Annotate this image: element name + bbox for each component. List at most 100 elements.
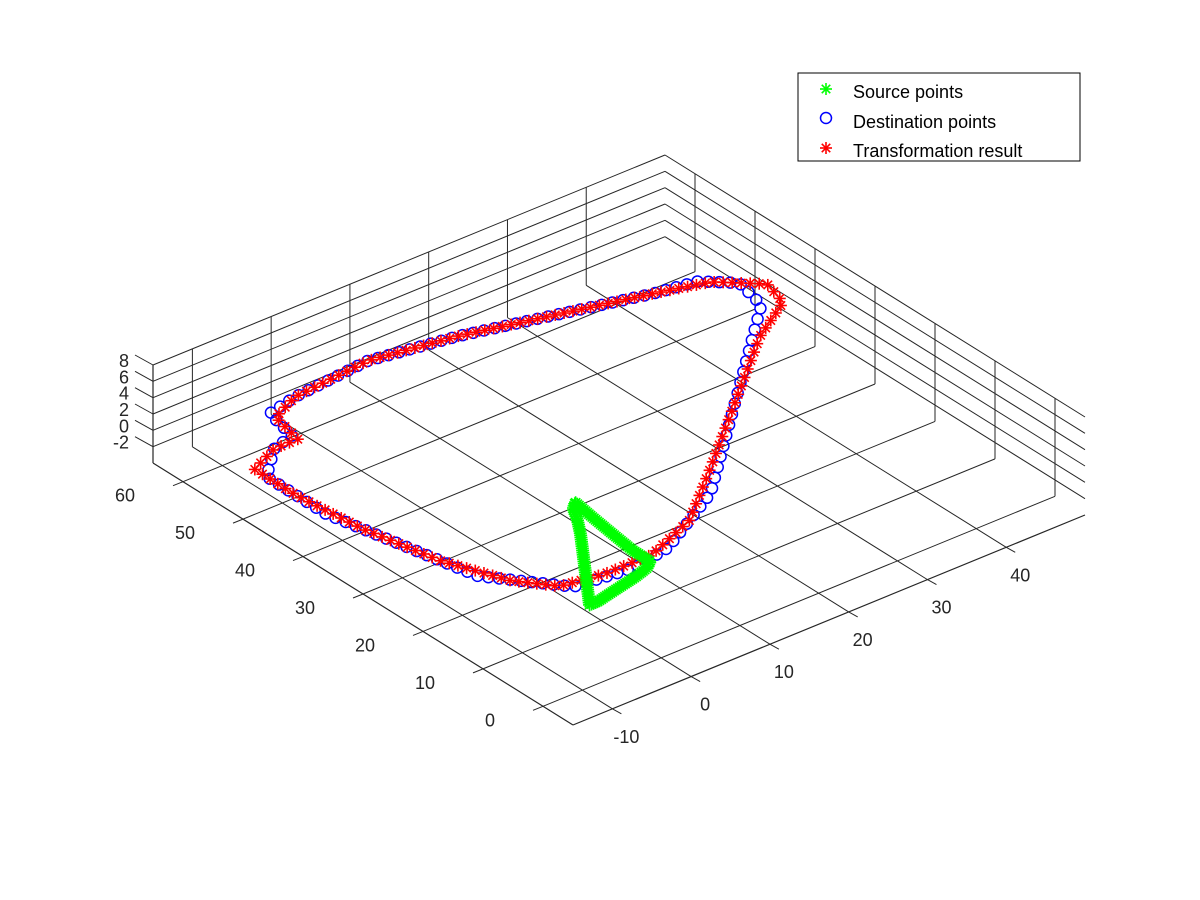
data-point xyxy=(268,442,281,455)
star-stroke xyxy=(559,308,569,318)
data-series xyxy=(248,275,787,612)
data-point xyxy=(365,353,378,366)
star-stroke xyxy=(620,294,631,305)
data-point xyxy=(694,500,707,513)
data-point xyxy=(324,373,337,386)
y-tick-mark xyxy=(472,668,484,674)
series-0 xyxy=(567,496,657,612)
floor-gridline-y xyxy=(362,383,876,595)
x-tick-mark xyxy=(612,708,622,715)
data-point xyxy=(283,436,296,449)
data-point xyxy=(285,394,298,407)
star-stroke xyxy=(280,483,291,494)
star-stroke xyxy=(334,370,344,381)
data-point xyxy=(256,468,269,481)
star-stroke xyxy=(461,563,472,573)
data-point xyxy=(539,578,552,591)
z-tick-mark xyxy=(134,403,154,415)
data-point xyxy=(460,562,473,575)
star-stroke xyxy=(505,575,515,586)
star-stroke xyxy=(506,319,517,330)
star-stroke xyxy=(603,298,613,309)
star-stroke xyxy=(656,287,666,297)
data-point xyxy=(469,326,482,339)
data-point xyxy=(382,349,395,362)
star-stroke xyxy=(470,565,481,576)
data-point xyxy=(708,471,722,484)
data-point xyxy=(681,280,694,293)
data-point xyxy=(575,303,588,316)
star-stroke xyxy=(771,308,781,318)
star-stroke xyxy=(304,496,314,507)
star-stroke xyxy=(821,143,831,153)
data-point xyxy=(391,346,404,359)
data-point xyxy=(443,332,456,345)
data-point xyxy=(646,287,659,300)
legend: Source points Destination points Transfo… xyxy=(797,72,1081,162)
data-point xyxy=(600,566,613,579)
data-point xyxy=(748,346,761,359)
data-point xyxy=(443,557,456,570)
star-stroke xyxy=(427,552,438,563)
star-stroke xyxy=(257,469,268,480)
data-point xyxy=(774,299,787,312)
data-point xyxy=(566,305,579,318)
floor-gridline-y xyxy=(482,458,996,670)
y-tick-mark xyxy=(292,556,304,562)
data-point xyxy=(348,361,361,374)
star-stroke xyxy=(309,382,320,393)
data-point xyxy=(690,278,703,291)
data-point xyxy=(655,286,668,299)
star-stroke xyxy=(673,283,684,294)
floor-gridline-y xyxy=(242,308,756,520)
star-stroke xyxy=(571,513,582,524)
data-point xyxy=(540,310,553,323)
data-point xyxy=(477,567,490,580)
z-tick-label: 6 xyxy=(119,367,129,387)
z-tick-mark xyxy=(134,419,154,431)
star-stroke xyxy=(727,277,737,288)
star-stroke xyxy=(523,577,533,588)
star-stroke xyxy=(568,306,578,316)
series-2 xyxy=(248,276,787,592)
star-stroke xyxy=(760,323,771,333)
star-stroke xyxy=(286,395,297,406)
star-stroke xyxy=(284,437,295,448)
star-stroke xyxy=(280,421,290,432)
star-stroke xyxy=(532,313,543,324)
data-point xyxy=(521,576,534,589)
star-stroke xyxy=(288,488,298,499)
star-stroke xyxy=(524,315,534,326)
legend-marker-source xyxy=(820,83,832,95)
sidewall-gridline-z xyxy=(664,203,1086,467)
data-point xyxy=(753,277,766,290)
data-point xyxy=(628,291,641,304)
star-stroke xyxy=(368,528,379,539)
legend-marker-transformation xyxy=(820,142,832,154)
star-stroke xyxy=(410,545,421,556)
star-stroke xyxy=(540,579,551,590)
data-point xyxy=(587,596,601,610)
star-stroke xyxy=(541,312,552,322)
backwall-gridline-z xyxy=(152,187,666,399)
star-stroke xyxy=(360,525,371,535)
star-stroke xyxy=(435,555,446,566)
x-tick-label: 10 xyxy=(774,662,794,682)
data-point xyxy=(309,501,323,514)
data-point xyxy=(514,316,527,329)
data-point xyxy=(332,369,345,382)
x-tick-mark xyxy=(769,643,780,650)
legend-label-destination: Destination points xyxy=(853,112,996,132)
legend-marker-destination xyxy=(819,111,833,125)
data-point xyxy=(672,282,685,295)
z-tick-label: 2 xyxy=(119,400,129,420)
data-point xyxy=(592,569,605,582)
legend-label-source: Source points xyxy=(853,82,963,102)
star-stroke xyxy=(638,290,649,301)
star-stroke xyxy=(497,321,508,332)
z-tick-label: 8 xyxy=(119,351,129,371)
data-point xyxy=(487,322,500,335)
data-point xyxy=(663,284,676,297)
star-stroke xyxy=(453,560,463,571)
star-stroke xyxy=(462,329,472,339)
